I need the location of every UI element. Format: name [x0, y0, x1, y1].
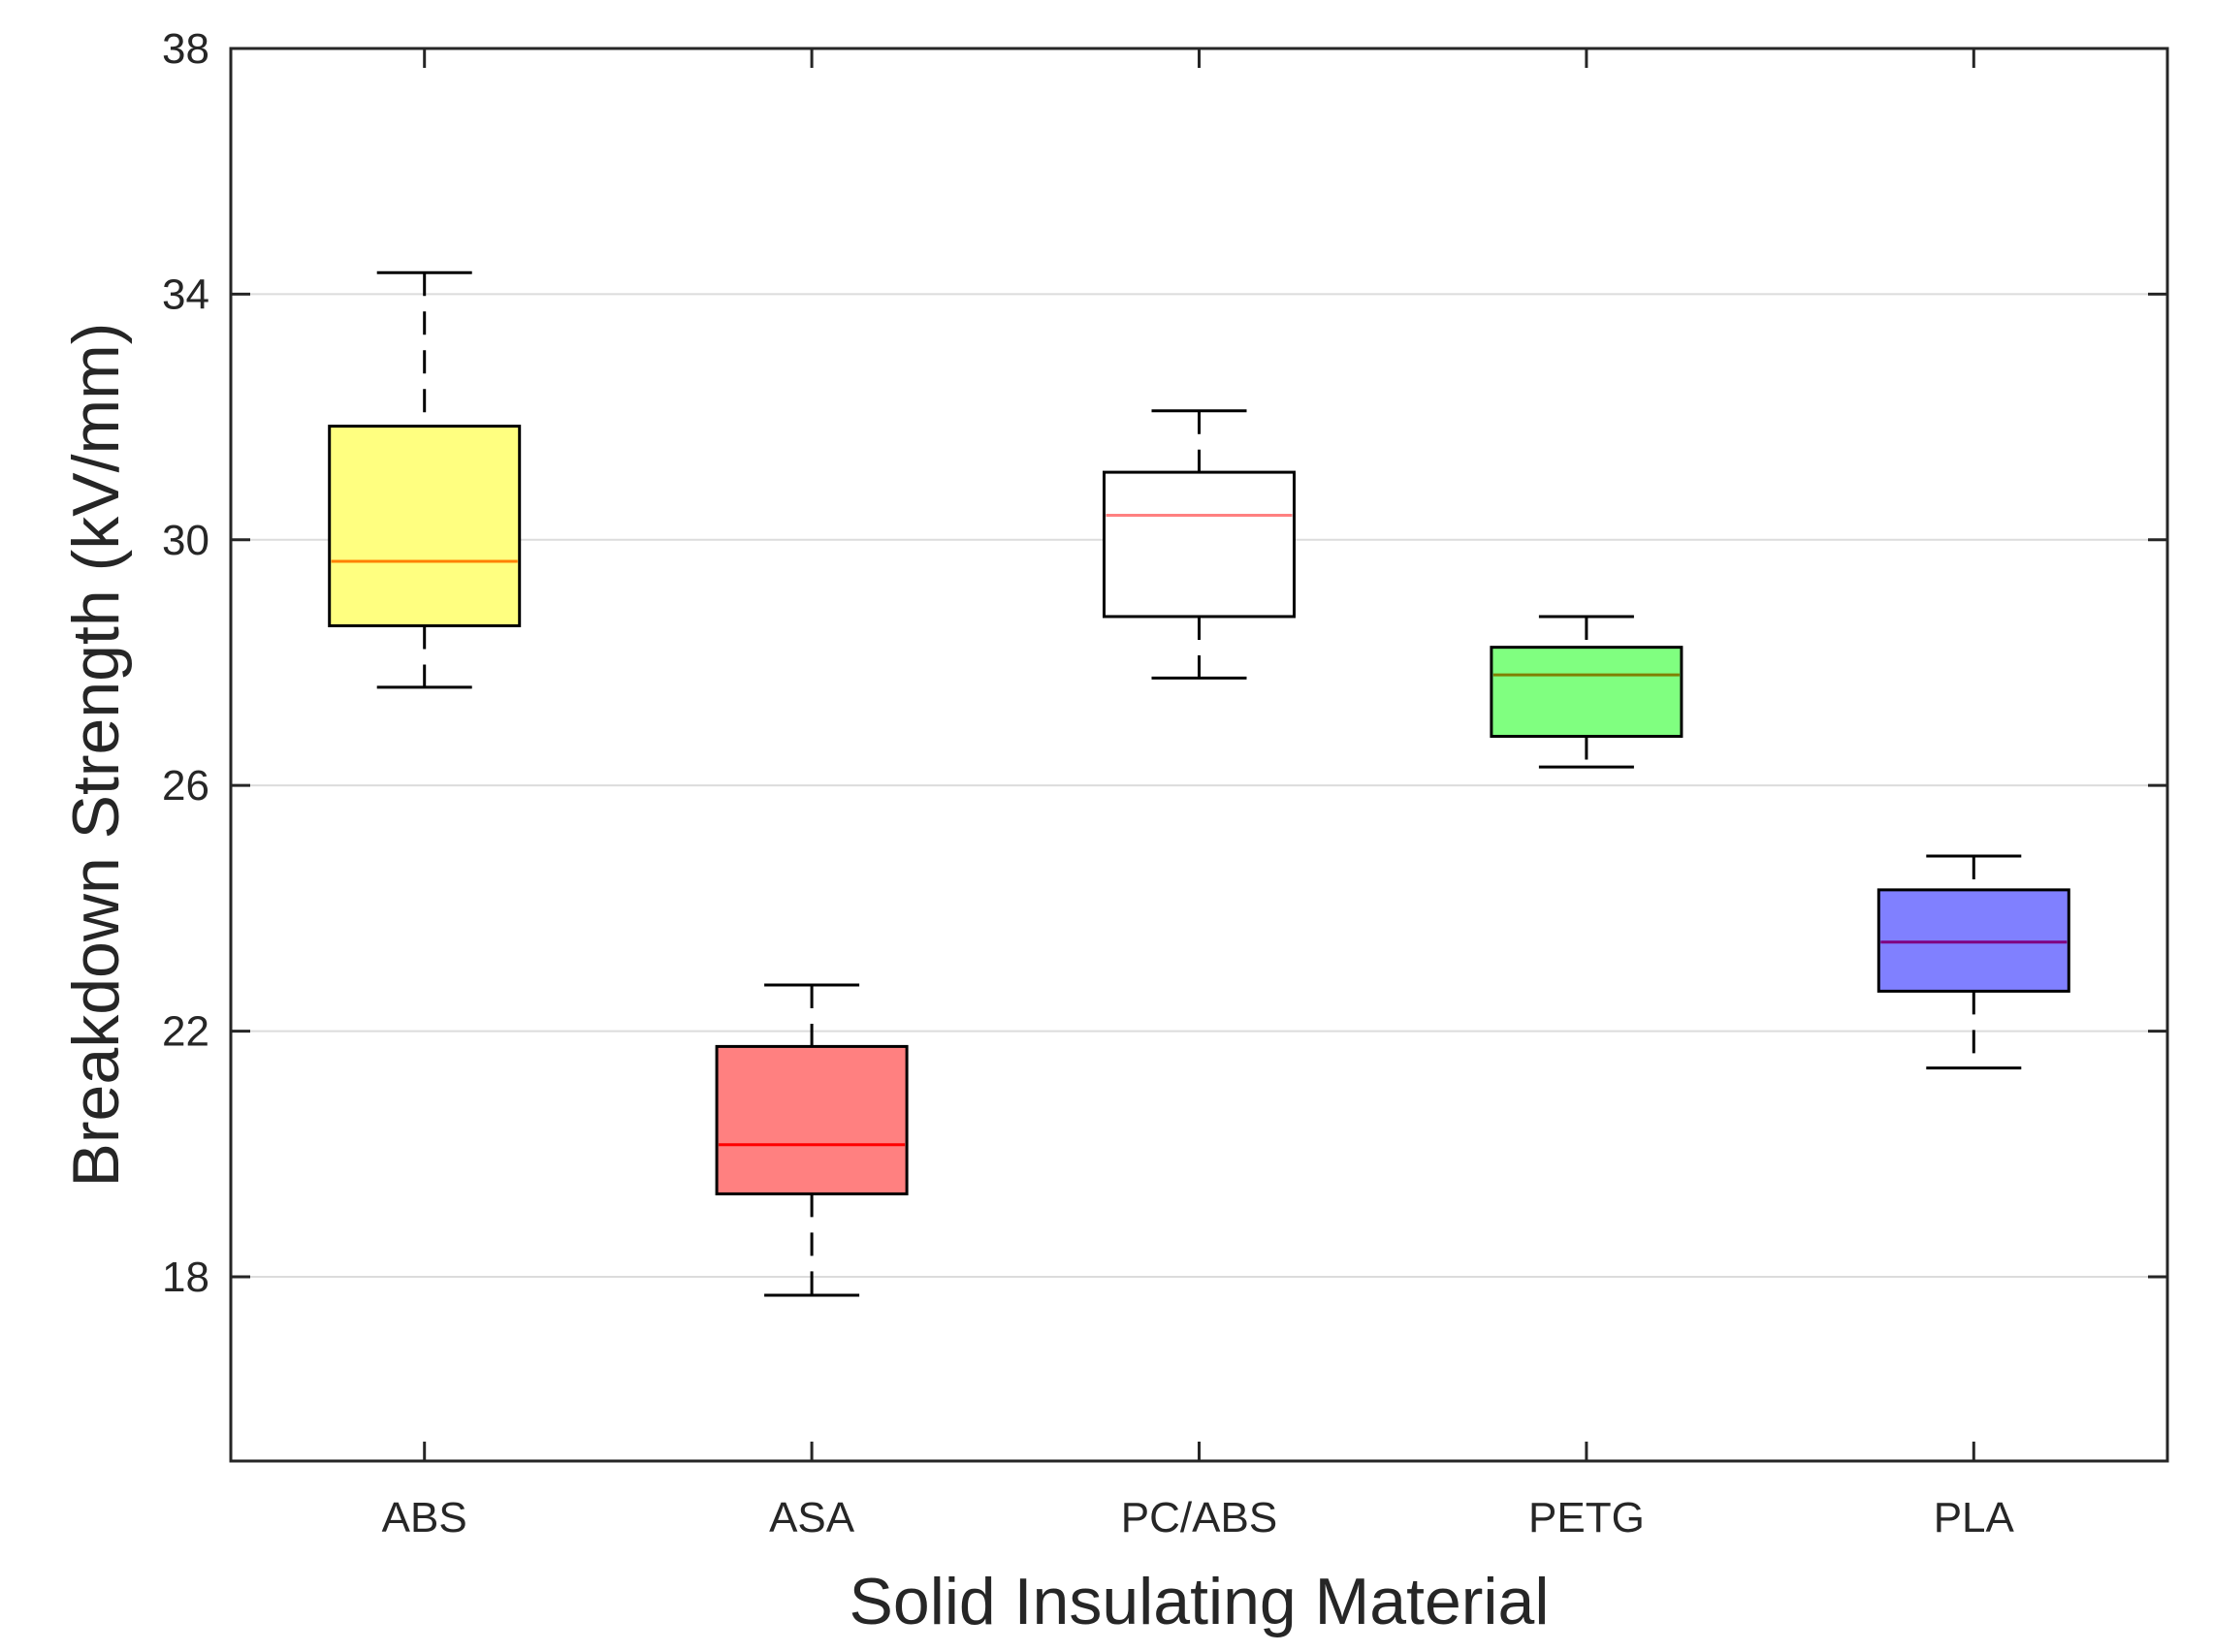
x-tick-label: PETG	[1528, 1494, 1645, 1541]
y-tick-label: 22	[162, 1008, 209, 1056]
axes: 18 22 26 30 34 38 ABS ASA PC/ABS PETG PLA	[162, 25, 2169, 1541]
x-tick-label: ABS	[382, 1494, 467, 1541]
x-tick-label: PLA	[1934, 1494, 2015, 1541]
box-petg	[1490, 615, 1684, 769]
iqr-box	[715, 1044, 909, 1195]
y-axis-title: Breakdown Strength (kV/mm)	[59, 323, 133, 1188]
iqr-box	[1103, 470, 1296, 619]
y-tick-label: 30	[162, 517, 209, 564]
iqr-box	[328, 425, 522, 627]
y-tick-label: 34	[162, 270, 209, 318]
y-tick-label: 18	[162, 1254, 209, 1301]
box-pc-abs	[1103, 409, 1296, 680]
y-tick-label: 38	[162, 25, 209, 73]
x-tick-label: ASA	[769, 1494, 855, 1541]
plot-frame	[229, 47, 2169, 1463]
iqr-box	[1490, 646, 1684, 738]
box-pla	[1876, 854, 2070, 1070]
iqr-box	[1876, 888, 2070, 993]
box-abs	[328, 270, 522, 689]
y-tick-label: 26	[162, 762, 209, 810]
box-series	[328, 270, 2070, 1297]
x-tick-label: PC/ABS	[1121, 1494, 1277, 1541]
box-asa	[715, 983, 909, 1297]
x-axis-title: Solid Insulating Material	[850, 1565, 1550, 1638]
